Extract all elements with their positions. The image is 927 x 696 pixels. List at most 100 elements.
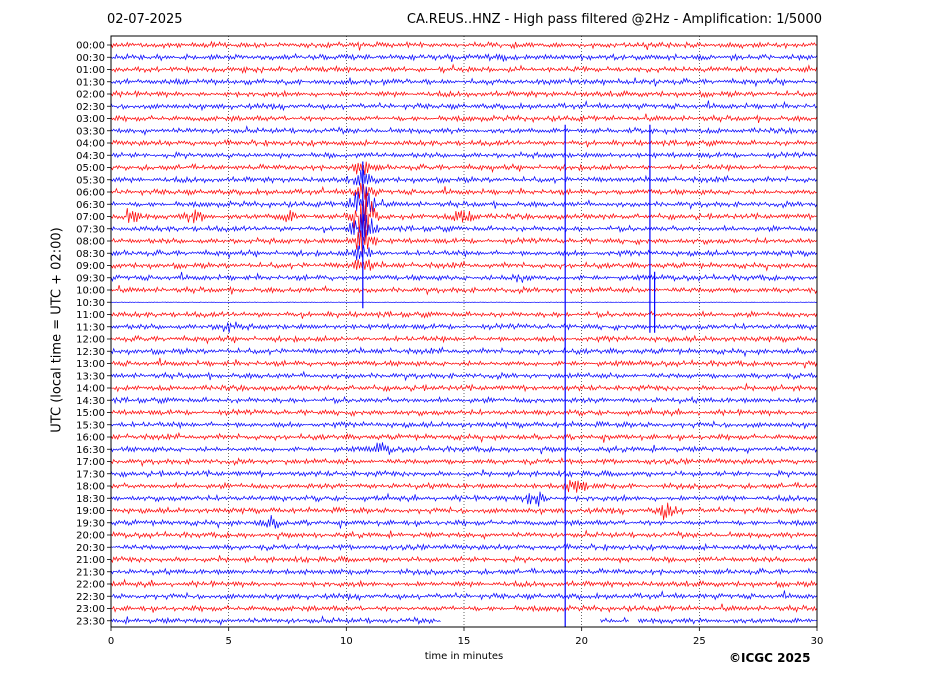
trace-row-0100 (111, 63, 817, 75)
trace-row-2130 (111, 567, 817, 577)
y-tick-label: 05:30 (76, 175, 105, 186)
y-tick-label: 13:30 (76, 371, 105, 382)
y-tick-label: 20:30 (76, 543, 105, 554)
y-tick-label: 01:00 (76, 65, 105, 76)
y-tick-label: 06:00 (76, 188, 105, 199)
trace-row-1530 (111, 420, 817, 430)
x-tick-label: 15 (458, 636, 471, 647)
trace-row-1430 (111, 395, 817, 405)
trace-row-0930 (111, 271, 817, 283)
trace-row-1800 (111, 479, 817, 493)
trace-row-1230 (111, 346, 817, 358)
y-tick-label: 12:00 (76, 335, 105, 346)
trace-row-0230 (111, 100, 817, 112)
copyright-credit: ©ICGC 2025 (729, 651, 811, 665)
trace-row-1930 (111, 514, 817, 529)
y-tick-label: 21:30 (76, 567, 105, 578)
trace-row-2330 (637, 617, 817, 625)
y-tick-label: 14:00 (76, 384, 105, 395)
trace-row-2300 (111, 603, 817, 614)
y-tick-label: 13:00 (76, 359, 105, 370)
trace-row-2330 (600, 616, 629, 623)
y-tick-label: 11:00 (76, 310, 105, 321)
trace-row-2230 (111, 590, 817, 602)
trace-row-1100 (111, 310, 817, 319)
trace-row-1300 (111, 357, 817, 369)
y-tick-label: 09:30 (76, 273, 105, 284)
y-tick-label: 06:30 (76, 200, 105, 211)
trace-row-0730 (111, 214, 817, 250)
trace-row-1400 (111, 382, 817, 393)
trace-row-1900 (111, 502, 817, 521)
y-tick-label: 08:30 (76, 249, 105, 260)
y-tick-label: 03:30 (76, 126, 105, 137)
y-tick-label: 07:00 (76, 212, 105, 223)
trace-row-1830 (111, 491, 817, 507)
trace-row-0600 (111, 182, 817, 200)
trace-row-0030 (111, 52, 817, 62)
chart-date: 02-07-2025 (107, 12, 183, 27)
trace-row-2030 (111, 542, 817, 552)
trace-row-0900 (111, 259, 817, 272)
trace-row-1600 (111, 431, 817, 444)
y-tick-label: 19:00 (76, 506, 105, 517)
y-tick-label: 16:00 (76, 433, 105, 444)
y-tick-label: 22:00 (76, 580, 105, 591)
x-axis-label: time in minutes (424, 651, 504, 662)
y-tick-label: 03:00 (76, 114, 105, 125)
y-tick-label: 01:30 (76, 77, 105, 88)
y-tick-label: 04:30 (76, 151, 105, 162)
y-tick-label: 20:00 (76, 531, 105, 542)
trace-row-1630 (111, 442, 817, 455)
trace-row-0830 (111, 244, 817, 261)
trace-row-0630 (111, 186, 817, 222)
trace-row-0800 (111, 229, 817, 254)
y-tick-label: 18:30 (76, 494, 105, 505)
y-tick-label: 12:30 (76, 347, 105, 358)
trace-row-0200 (111, 89, 817, 99)
y-tick-label: 10:30 (76, 298, 105, 309)
trace-row-2000 (111, 529, 817, 541)
y-tick-label: 17:00 (76, 457, 105, 468)
y-tick-label: 14:30 (76, 396, 105, 407)
trace-row-1000 (111, 284, 817, 296)
y-tick-label: 00:30 (76, 53, 105, 64)
trace-row-1030 (111, 301, 817, 303)
y-tick-label: 22:30 (76, 592, 105, 603)
y-tick-label: 05:00 (76, 163, 105, 174)
trace-row-1200 (111, 334, 817, 345)
x-tick-label: 25 (693, 636, 706, 647)
y-tick-label: 09:00 (76, 261, 105, 272)
y-tick-label: 10:00 (76, 286, 105, 297)
y-tick-label: 21:00 (76, 555, 105, 566)
trace-row-1730 (111, 469, 817, 479)
trace-row-0400 (111, 138, 817, 148)
y-tick-label: 07:30 (76, 224, 105, 235)
y-tick-label: 02:00 (76, 90, 105, 101)
y-tick-label: 18:00 (76, 482, 105, 493)
trace-row-0300 (111, 113, 817, 124)
y-tick-label: 04:00 (76, 139, 105, 150)
y-tick-label: 17:30 (76, 469, 105, 480)
y-tick-label: 19:30 (76, 518, 105, 529)
y-tick-label: 08:00 (76, 237, 105, 248)
y-tick-label: 23:30 (76, 616, 105, 627)
traces-group (111, 40, 817, 627)
trace-row-0330 (111, 125, 817, 136)
x-tick-label: 5 (225, 636, 231, 647)
plot-frame (110, 35, 818, 628)
trace-row-2200 (111, 578, 817, 589)
y-tick-label: 15:00 (76, 408, 105, 419)
trace-row-1130 (111, 321, 817, 333)
trace-row-0130 (111, 77, 817, 88)
trace-row-0000 (111, 40, 817, 51)
y-tick-label: 15:30 (76, 420, 105, 431)
chart-title: CA.REUS..HNZ - High pass filtered @2Hz -… (406, 12, 822, 27)
x-tick-label: 10 (340, 636, 353, 647)
x-tick-label: 30 (811, 636, 824, 647)
trace-row-2330 (111, 615, 441, 626)
y-tick-label: 11:30 (76, 322, 105, 333)
trace-row-1500 (111, 406, 817, 417)
x-tick-label: 20 (575, 636, 588, 647)
